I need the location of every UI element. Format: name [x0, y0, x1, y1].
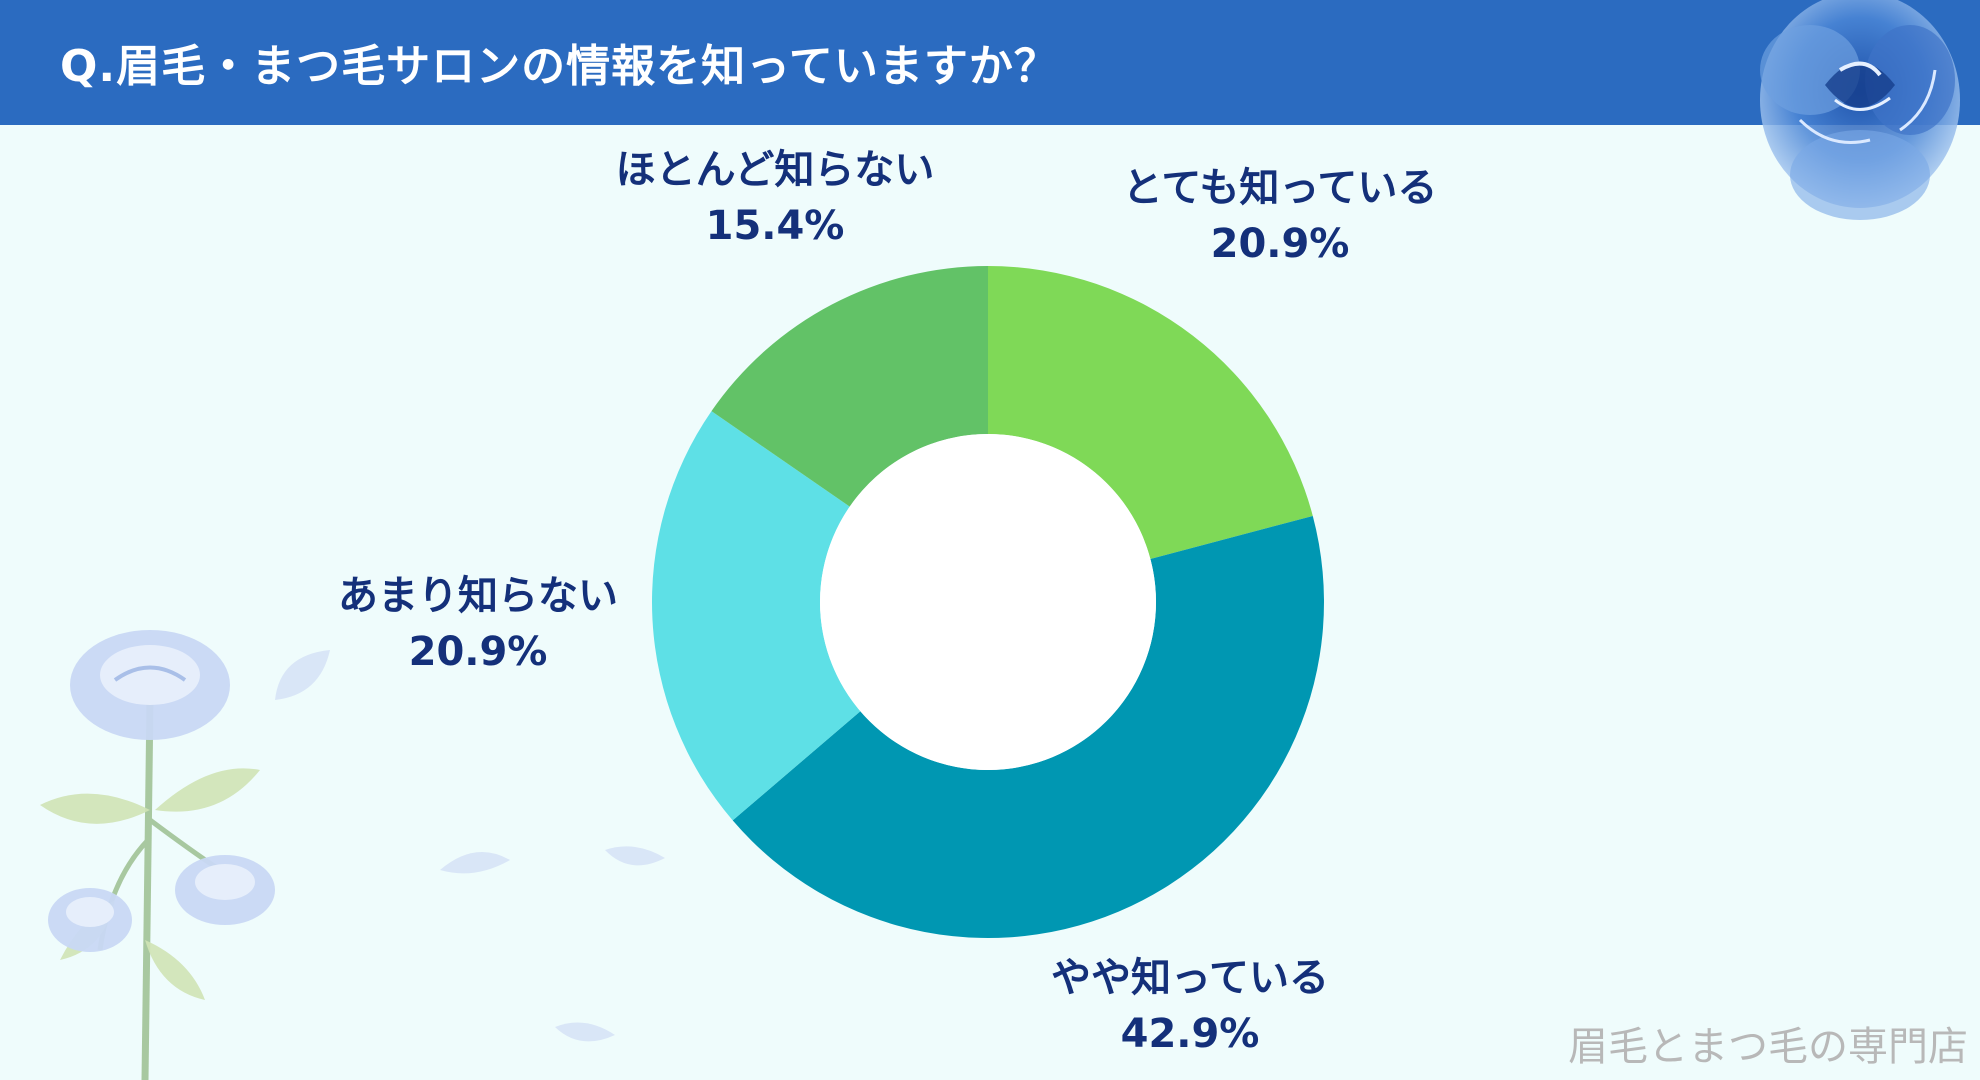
slice-label-somewhat-aware: やや知っている 42.9% [1035, 950, 1345, 1062]
title-bar: Q.眉毛・まつ毛サロンの情報を知っていますか？ [0, 0, 1980, 125]
slice-value-label: 20.9% [1210, 221, 1350, 267]
donut-slice-1 [988, 266, 1313, 559]
slice-value-label: 20.9% [408, 629, 548, 675]
petal-decoration [440, 852, 510, 874]
blue-rose-decoration [1760, 0, 1960, 220]
petal-decoration [275, 650, 330, 700]
slice-label-barely-aware: あまり知らない 20.9% [320, 568, 636, 680]
slice-label-text: やや知っている [1051, 955, 1329, 1001]
petal-decoration [605, 846, 665, 866]
donut-hole [820, 434, 1156, 770]
slice-label-hardly-aware: ほとんど知らない 15.4% [595, 142, 955, 254]
slice-label-very-aware: とても知っている 20.9% [1110, 160, 1450, 272]
slice-label-text: ほとんど知らない [615, 147, 935, 193]
petal-decoration [555, 1022, 615, 1042]
slice-label-text: あまり知らない [338, 573, 618, 619]
slice-value-label: 42.9% [1120, 1011, 1260, 1057]
donut-slice-3 [652, 411, 861, 821]
watermark: 眉毛とまつ毛の専門店 [1568, 1024, 1968, 1070]
donut-slice-4 [711, 266, 988, 507]
slice-value-label: 15.4% [705, 203, 845, 249]
donut-slice-2 [732, 515, 1324, 938]
pale-rose-decoration [40, 630, 275, 1080]
chart-title: Q.眉毛・まつ毛サロンの情報を知っていますか？ [60, 41, 1059, 92]
slice-label-text: とても知っている [1122, 165, 1438, 211]
